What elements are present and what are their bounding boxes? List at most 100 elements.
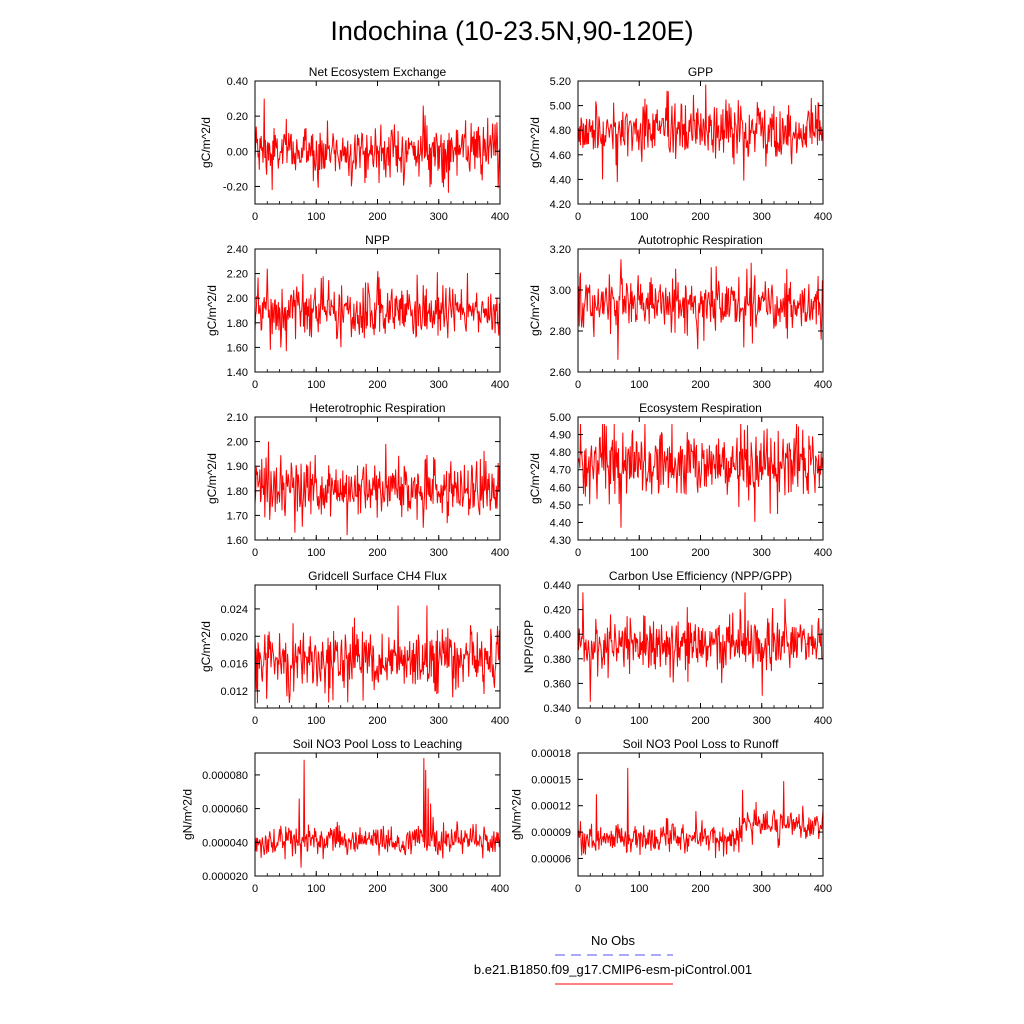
x-tick-label: 300: [430, 211, 448, 223]
x-tick-label: 200: [368, 883, 386, 895]
y-tick-label: 0.012: [220, 686, 248, 698]
y-tick-label: 4.60: [550, 150, 571, 162]
y-tick-label: 0.000020: [202, 871, 248, 883]
y-tick-label: 4.40: [550, 174, 571, 186]
y-tick-label: 2.60: [550, 367, 571, 379]
y-tick-label: 1.40: [227, 367, 248, 379]
legend-label-model-run: b.e21.B1850.f09_g17.CMIP6-esm-piControl.…: [474, 962, 752, 977]
panel-title: Gridcell Surface CH4 Flux: [308, 569, 447, 583]
y-tick-label: 0.024: [220, 604, 248, 616]
x-tick-label: 200: [368, 379, 386, 391]
y-axis-label: gC/m^2/d: [528, 285, 542, 336]
y-tick-label: 4.60: [550, 482, 571, 494]
y-tick-label: 0.00006: [531, 853, 571, 865]
legend-label-no-obs: No Obs: [591, 933, 636, 948]
x-tick-label: 100: [307, 715, 325, 727]
plot-frame: [254, 584, 501, 709]
x-tick-label: 200: [691, 379, 709, 391]
y-tick-label: 0.016: [220, 659, 248, 671]
x-tick-label: 100: [307, 883, 325, 895]
y-tick-label: 4.20: [550, 199, 571, 211]
chart-heterotrophic-respiration: Heterotrophic Respiration 0 100 200 300 400 2.…: [205, 401, 509, 559]
x-tick-label: 100: [630, 379, 648, 391]
x-tick-label: 400: [814, 547, 832, 559]
series-line: [577, 259, 824, 360]
x-tick-label: 300: [753, 547, 771, 559]
x-tick-label: 0: [252, 547, 258, 559]
y-axis-label: gN/m^2/d: [180, 789, 194, 840]
panel-title: Heterotrophic Respiration: [309, 401, 445, 415]
y-tick-label: 0.340: [543, 703, 571, 715]
y-tick-label: 0.00012: [531, 801, 571, 813]
x-tick-label: 100: [307, 547, 325, 559]
x-tick-label: 0: [252, 379, 258, 391]
x-tick-label: 300: [430, 547, 448, 559]
y-tick-label: 0.440: [543, 580, 571, 592]
x-tick-label: 300: [753, 379, 771, 391]
panel-title: Carbon Use Efficiency (NPP/GPP): [609, 569, 792, 583]
x-tick-label: 0: [252, 715, 258, 727]
y-tick-label: 1.70: [227, 510, 248, 522]
x-tick-label: 300: [753, 883, 771, 895]
legend: No Obs b.e21.B1850.f09_g17.CMIP6-esm-piC…: [474, 933, 752, 985]
x-tick-label: 400: [814, 379, 832, 391]
chart-ecosystem-respiration: Ecosystem Respiration 0 100 200 300 400 5.00 4.…: [528, 401, 832, 559]
y-tick-label: 1.90: [227, 461, 248, 473]
x-tick-label: 400: [814, 883, 832, 895]
y-tick-label: 1.80: [227, 486, 248, 498]
x-tick-label: 400: [491, 379, 509, 391]
x-tick-label: 0: [575, 715, 581, 727]
chart-gpp: GPP 0 100 200 300 400 5.20 5.00 4.80 4.60 4.40 4.20…: [528, 65, 832, 223]
x-tick-label: 100: [630, 211, 648, 223]
y-tick-label: 4.80: [550, 447, 571, 459]
series-line: [577, 84, 824, 182]
plot-frame: [577, 752, 824, 877]
y-tick-label: 2.10: [227, 412, 248, 424]
chart-net-ecosystem-exchange: Net Ecosystem Exchange 0 100 200 300 400 0.40 0…: [199, 65, 509, 223]
y-tick-label: 0.000060: [202, 804, 248, 816]
series-line: [254, 605, 501, 704]
panel-title: Ecosystem Respiration: [639, 401, 762, 415]
x-tick-label: 100: [630, 715, 648, 727]
y-tick-label: 2.80: [550, 326, 571, 338]
y-axis-label: gC/m^2/d: [205, 285, 219, 336]
x-tick-label: 100: [630, 547, 648, 559]
series-line: [254, 758, 501, 868]
series-line: [254, 98, 501, 193]
y-tick-label: 0.020: [220, 631, 248, 643]
y-tick-label: 4.70: [550, 465, 571, 477]
y-tick-label: 1.80: [227, 318, 248, 330]
chart-carbon-use-efficiency-npp-gpp: Carbon Use Efficiency (NPP/GPP) 0 100 200 30…: [522, 569, 832, 727]
y-tick-label: 0.360: [543, 678, 571, 690]
y-tick-label: 2.40: [227, 244, 248, 256]
y-tick-label: 0.00009: [531, 827, 571, 839]
figure-title: Indochina (10-23.5N,90-120E): [330, 16, 693, 46]
x-tick-label: 400: [491, 547, 509, 559]
y-tick-label: 5.00: [550, 101, 571, 113]
x-tick-label: 300: [753, 715, 771, 727]
x-tick-label: 200: [691, 715, 709, 727]
x-tick-label: 300: [430, 715, 448, 727]
x-tick-label: 300: [430, 883, 448, 895]
x-tick-label: 0: [575, 547, 581, 559]
y-tick-label: 0.00018: [531, 748, 571, 760]
y-axis-label: gC/m^2/d: [199, 621, 213, 672]
x-tick-label: 200: [368, 211, 386, 223]
panel-title: NPP: [365, 233, 390, 247]
y-tick-label: 2.00: [227, 293, 248, 305]
y-tick-label: 4.50: [550, 500, 571, 512]
x-tick-label: 100: [630, 883, 648, 895]
y-tick-label: 1.60: [227, 535, 248, 547]
panel-title: Autotrophic Respiration: [638, 233, 763, 247]
y-tick-label: 0.20: [227, 111, 248, 123]
y-tick-label: 5.00: [550, 412, 571, 424]
y-tick-label: 0.000080: [202, 770, 248, 782]
y-tick-label: 1.60: [227, 342, 248, 354]
y-tick-label: 3.20: [550, 244, 571, 256]
y-axis-label: gC/m^2/d: [199, 117, 213, 168]
y-tick-label: 0.420: [543, 605, 571, 617]
y-tick-label: 5.20: [550, 76, 571, 88]
series-line: [577, 424, 824, 528]
